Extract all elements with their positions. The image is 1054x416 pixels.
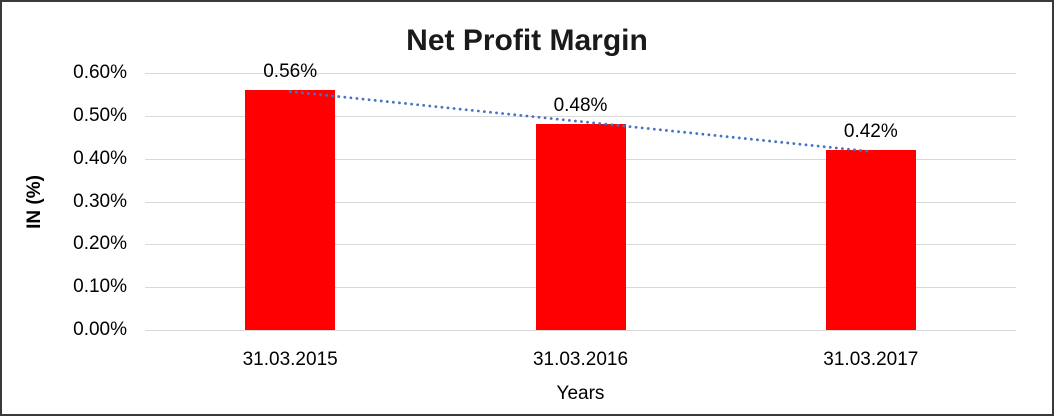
trendline (288, 90, 873, 153)
x-axis-title: Years (556, 383, 605, 404)
y-tick-label: 0.60% (73, 62, 127, 83)
bar (825, 150, 916, 330)
plot-area (145, 73, 1016, 331)
chart-title: Net Profit Margin (406, 24, 648, 57)
category-label: 31.03.2017 (823, 349, 919, 370)
gridline (145, 330, 1016, 331)
category-label: 31.03.2015 (242, 349, 338, 370)
data-label: 0.56% (263, 61, 318, 83)
y-tick-label: 0.00% (73, 319, 127, 340)
gridline (145, 115, 1016, 117)
gridline (145, 73, 1016, 74)
data-label: 0.42% (843, 121, 898, 143)
data-label: 0.48% (553, 95, 608, 117)
bar (535, 124, 626, 330)
y-tick-label: 0.20% (73, 233, 127, 255)
bar (245, 90, 336, 330)
y-tick-label: 0.50% (73, 104, 127, 126)
y-tick-label: 0.30% (73, 190, 127, 212)
category-label: 31.03.2016 (532, 349, 629, 370)
y-tick-label: 0.10% (73, 276, 127, 298)
y-tick-label: 0.40% (73, 147, 127, 169)
